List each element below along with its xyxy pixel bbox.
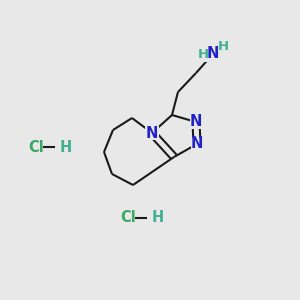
Text: H: H <box>60 140 72 154</box>
Text: N: N <box>207 46 219 62</box>
Text: Cl: Cl <box>120 211 136 226</box>
Text: N: N <box>146 125 158 140</box>
Text: N: N <box>191 136 203 152</box>
Text: H: H <box>218 40 229 53</box>
Bar <box>190 116 202 128</box>
Text: H: H <box>197 47 208 61</box>
Text: H: H <box>152 211 164 226</box>
Bar <box>198 46 228 62</box>
Text: N: N <box>190 115 202 130</box>
Bar <box>145 126 159 140</box>
Bar <box>191 137 203 151</box>
Text: Cl: Cl <box>28 140 44 154</box>
